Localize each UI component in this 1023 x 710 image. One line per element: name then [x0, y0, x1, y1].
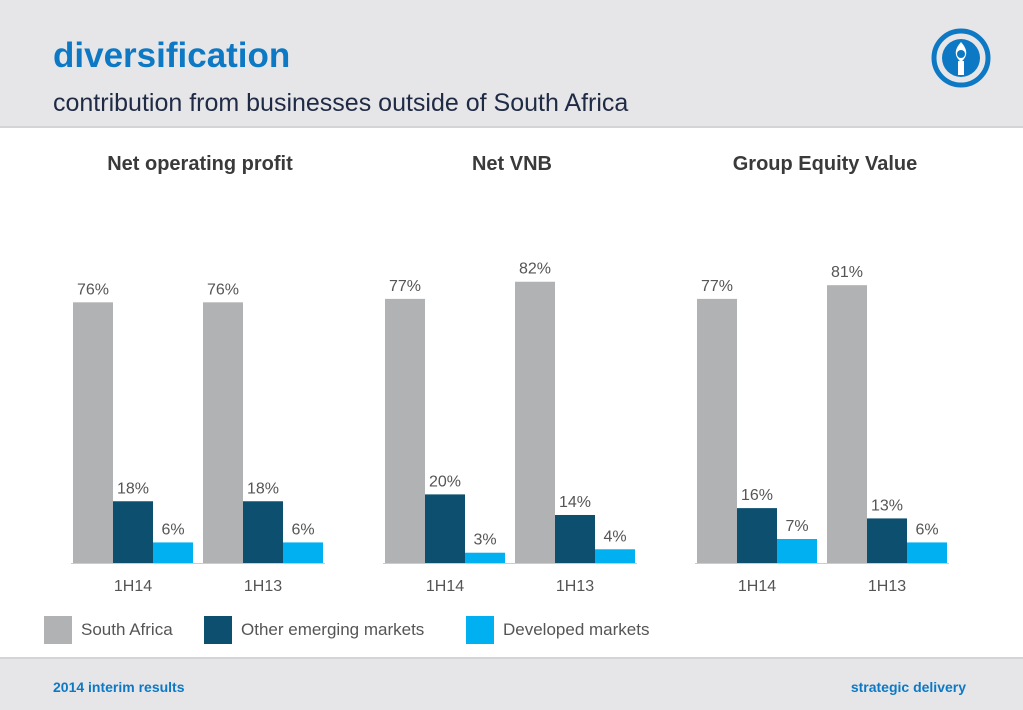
legend-swatch-other-emerging: [204, 616, 232, 644]
header: diversification contribution from busine…: [0, 0, 1023, 128]
bar-south-africa-1h13: [827, 285, 867, 563]
bar-south-africa-1h14: [385, 298, 425, 563]
bar-other-emerging-1h14: [113, 501, 153, 563]
data-label-developed-1h14: 6%: [161, 521, 184, 538]
data-label-south-africa-1h14: 77%: [389, 278, 421, 295]
bar-developed-1h14: [465, 552, 505, 563]
bar-developed-1h13: [907, 542, 947, 563]
page-subtitle: contribution from businesses outside of …: [53, 89, 629, 117]
footer: 2014 interim results strategic delivery: [0, 657, 1023, 710]
bar-developed-1h14: [153, 542, 193, 563]
bar-developed-1h14: [777, 538, 817, 563]
bar-other-emerging-1h14: [425, 494, 465, 563]
x-tick-label-1h14: 1H14: [426, 578, 464, 595]
data-label-developed-1h14: 7%: [785, 518, 808, 535]
data-label-other-emerging-1h14: 18%: [117, 480, 149, 497]
legend-item-other-emerging: Other emerging markets: [204, 616, 424, 644]
bar-other-emerging-1h13: [867, 518, 907, 563]
data-label-other-emerging-1h13: 18%: [247, 480, 279, 497]
data-label-other-emerging-1h13: 14%: [559, 494, 591, 511]
x-tick-label-1h13: 1H13: [556, 578, 594, 595]
legend-label-south-africa: South Africa: [81, 620, 173, 639]
legend-swatch-developed: [466, 616, 494, 644]
footer-left-text: 2014 interim results: [53, 679, 185, 695]
data-label-developed-1h13: 4%: [603, 528, 626, 545]
x-tick-label-1h14: 1H14: [114, 578, 152, 595]
bar-other-emerging-1h13: [243, 501, 283, 563]
chart-title-net-operating-profit: Net operating profit: [107, 153, 293, 175]
bar-developed-1h13: [283, 542, 323, 563]
data-label-south-africa-1h13: 76%: [207, 281, 239, 298]
legend-item-developed: Developed markets: [466, 616, 649, 644]
x-tick-label-1h13: 1H13: [244, 578, 282, 595]
data-label-developed-1h13: 6%: [291, 521, 314, 538]
bar-south-africa-1h13: [515, 281, 555, 563]
footer-right-text: strategic delivery: [850, 679, 966, 695]
bar-south-africa-1h14: [73, 302, 113, 563]
data-label-developed-1h13: 6%: [915, 521, 938, 538]
data-label-other-emerging-1h13: 13%: [871, 497, 903, 514]
data-label-south-africa-1h13: 82%: [519, 261, 551, 278]
data-label-south-africa-1h14: 77%: [701, 278, 733, 295]
chart-title-group-equity-value: Group Equity Value: [732, 153, 918, 175]
data-label-south-africa-1h14: 76%: [77, 281, 109, 298]
x-tick-label-1h13: 1H13: [868, 578, 906, 595]
bar-south-africa-1h13: [203, 302, 243, 563]
legend-swatch-south-africa: [44, 616, 72, 644]
data-label-developed-1h14: 3%: [473, 532, 496, 549]
data-label-south-africa-1h13: 81%: [831, 264, 863, 281]
bar-other-emerging-1h14: [737, 508, 777, 563]
bar-other-emerging-1h13: [555, 514, 595, 563]
page-title: diversification: [53, 36, 291, 75]
data-label-other-emerging-1h14: 16%: [741, 487, 773, 504]
legend-label-other-emerging: Other emerging markets: [241, 620, 425, 639]
legend-item-south-africa: South Africa: [44, 616, 173, 644]
data-label-other-emerging-1h14: 20%: [429, 473, 461, 490]
bar-south-africa-1h14: [697, 298, 737, 563]
legend-label-developed: Developed markets: [503, 620, 650, 639]
bar-developed-1h13: [595, 549, 635, 563]
x-tick-label-1h14: 1H14: [738, 578, 776, 595]
chart-title-net-vnb: Net VNB: [471, 153, 552, 175]
company-logo-icon: [931, 28, 991, 88]
